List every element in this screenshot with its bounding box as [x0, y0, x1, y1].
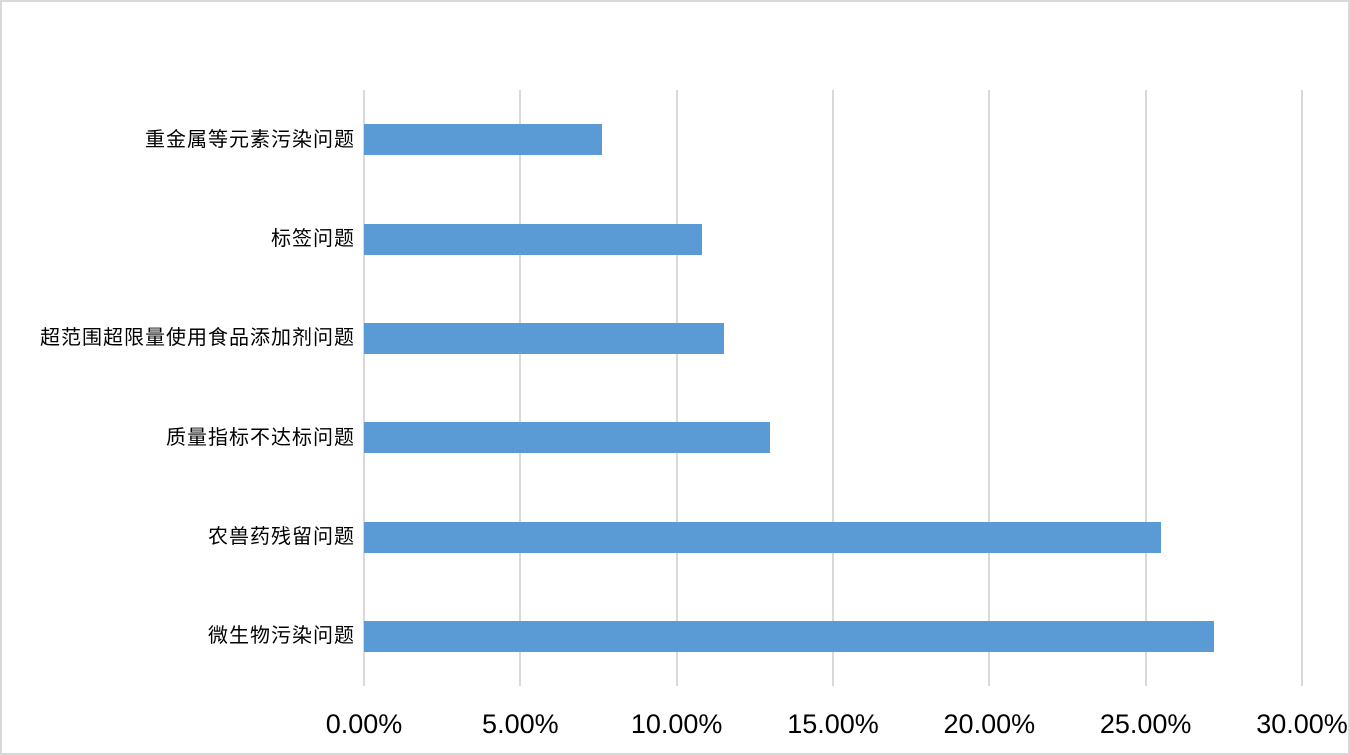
- category-label-0: 重金属等元素污染问题: [145, 128, 355, 151]
- x-axis-tick-label: 15.00%: [787, 709, 879, 739]
- gridline-5.00%: [519, 90, 522, 686]
- x-axis-tick-label: 30.00%: [1256, 709, 1348, 739]
- bar-5: [364, 620, 1215, 652]
- bar-2: [364, 322, 724, 354]
- bar-4: [364, 521, 1162, 553]
- gridline-20.00%: [988, 90, 991, 686]
- x-axis-tick-label: 5.00%: [482, 709, 559, 739]
- bar-0: [364, 124, 602, 156]
- gridline-10.00%: [675, 90, 678, 686]
- x-axis-tick-label: 20.00%: [943, 709, 1036, 739]
- gridline-0.00%: [363, 90, 365, 686]
- category-label-2: 超范围超限量使用食品添加剂问题: [40, 327, 355, 350]
- category-label-1: 标签问题: [271, 228, 355, 250]
- plot-area: [363, 90, 1303, 686]
- gridline-30.00%: [1301, 90, 1303, 686]
- category-label-4: 农兽药残留问题: [208, 526, 355, 548]
- category-label-3: 质量指标不达标问题: [166, 426, 355, 449]
- category-label-5: 微生物污染问题: [208, 625, 355, 648]
- x-axis-tick-label: 10.00%: [630, 709, 723, 739]
- gridline-15.00%: [832, 90, 834, 686]
- gridline-25.00%: [1144, 90, 1147, 686]
- bar-3: [364, 422, 771, 454]
- bar-1: [364, 223, 702, 255]
- x-axis-tick-label: 25.00%: [1099, 709, 1192, 739]
- x-axis-tick-label: 0.00%: [325, 709, 403, 739]
